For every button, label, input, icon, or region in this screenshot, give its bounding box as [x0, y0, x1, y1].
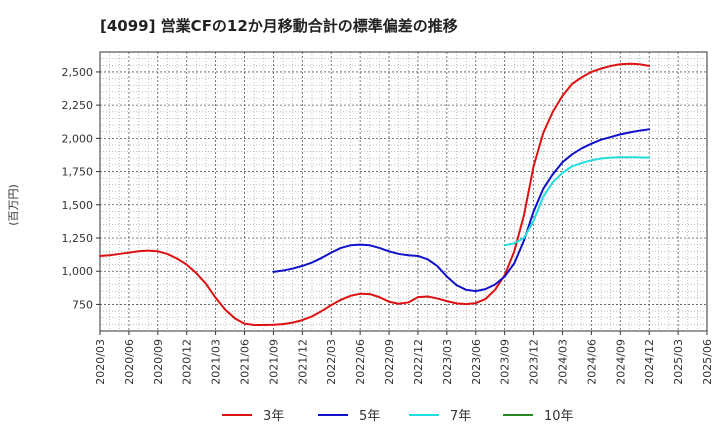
- y-tick-label: 1,500: [62, 199, 94, 212]
- series-line-1: [272, 128, 651, 293]
- x-tick-label: 2020/03: [94, 339, 107, 385]
- x-tick-label: 2024/03: [556, 339, 569, 385]
- legend-item-3: 10年: [503, 409, 574, 424]
- x-tick-label: 2022/03: [325, 339, 338, 385]
- legend-label: 7年: [450, 409, 471, 424]
- x-tick-label: 2023/03: [441, 339, 454, 385]
- y-tick-label: 2,500: [62, 66, 94, 79]
- x-tick-label: 2020/09: [152, 339, 165, 385]
- x-tick-label: 2023/12: [528, 339, 541, 385]
- legend-label: 5年: [359, 409, 380, 424]
- x-tick-label: 2024/12: [643, 339, 656, 385]
- chart-title: [4099] 営業CFの12か月移動合計の標準偏差の推移: [100, 17, 458, 35]
- grid-lines: [99, 52, 708, 331]
- plot-area: [99, 51, 708, 332]
- legend-label: 3年: [263, 409, 284, 424]
- y-tick-label: 750: [72, 298, 93, 311]
- y-tick-label: 1,750: [62, 166, 94, 179]
- y-tick-label: 2,000: [62, 132, 94, 145]
- y-axis-ticks: 750 1,000 1,250 1,500 1,750 2,000 2,250 2,500: [62, 66, 100, 311]
- x-axis-ticks: 2020/03 2020/06 2020/09 2020/12 2021/03 2021/…: [94, 331, 714, 385]
- series-line-2: [503, 156, 651, 247]
- legend-item-2: 7年: [409, 409, 471, 424]
- x-tick-label: 2022/06: [354, 339, 367, 385]
- x-tick-label: 2025/06: [701, 339, 714, 385]
- x-tick-label: 2024/06: [585, 339, 598, 385]
- x-tick-label: 2021/09: [267, 339, 280, 385]
- x-tick-label: 2023/06: [470, 339, 483, 385]
- legend: 3年 5年 7年 10年: [222, 409, 574, 424]
- x-tick-label: 2025/03: [672, 339, 685, 385]
- x-tick-label: 2022/12: [412, 339, 425, 385]
- x-tick-label: 2022/09: [383, 339, 396, 385]
- x-tick-label: 2021/03: [210, 339, 223, 385]
- y-tick-label: 1,250: [62, 232, 94, 245]
- series-lines: [99, 62, 651, 327]
- series-line-0: [99, 62, 651, 327]
- y-axis-label: (百万円): [7, 184, 20, 226]
- x-tick-label: 2021/06: [239, 339, 252, 385]
- legend-item-1: 5年: [318, 409, 380, 424]
- legend-label: 10年: [544, 409, 574, 424]
- legend-item-0: 3年: [222, 409, 284, 424]
- x-tick-label: 2020/06: [123, 339, 136, 385]
- y-tick-label: 1,000: [62, 265, 94, 278]
- x-tick-label: 2021/12: [296, 339, 309, 385]
- x-tick-label: 2023/09: [499, 339, 512, 385]
- y-tick-label: 2,250: [62, 99, 94, 112]
- x-tick-label: 2020/12: [181, 339, 194, 385]
- x-tick-label: 2024/09: [614, 339, 627, 385]
